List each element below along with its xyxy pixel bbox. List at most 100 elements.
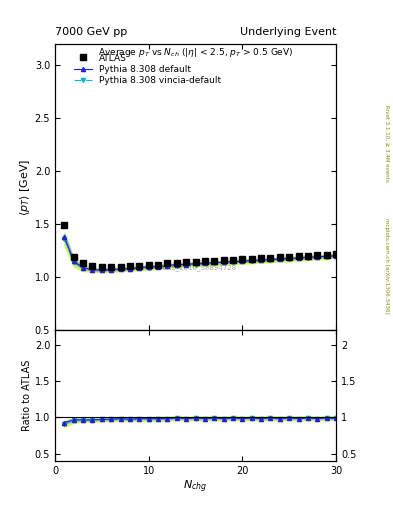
Pythia 8.308 default <box>156 264 160 270</box>
Pythia 8.308 vincia-default <box>99 267 104 273</box>
Pythia 8.308 vincia-default <box>259 257 263 263</box>
Pythia 8.308 default <box>90 267 95 273</box>
Pythia 8.308 default <box>137 265 142 271</box>
ATLAS <box>240 256 245 262</box>
Pythia 8.308 default <box>240 258 245 264</box>
Text: mcplots.cern.ch [arXiv:1306.3436]: mcplots.cern.ch [arXiv:1306.3436] <box>384 219 389 314</box>
ATLAS <box>221 257 226 263</box>
Y-axis label: Ratio to ATLAS: Ratio to ATLAS <box>22 360 32 431</box>
Pythia 8.308 vincia-default <box>128 266 132 272</box>
Pythia 8.308 vincia-default <box>137 265 142 271</box>
Pythia 8.308 default <box>296 255 301 261</box>
Pythia 8.308 vincia-default <box>90 267 95 273</box>
ATLAS <box>315 252 320 258</box>
Text: ATLAS_2010_S8894728: ATLAS_2010_S8894728 <box>154 264 237 271</box>
ATLAS <box>72 254 76 260</box>
ATLAS <box>174 261 179 267</box>
ATLAS <box>268 255 273 261</box>
X-axis label: $N_{chg}$: $N_{chg}$ <box>184 478 208 495</box>
ATLAS <box>128 263 132 269</box>
Pythia 8.308 vincia-default <box>268 257 273 263</box>
Pythia 8.308 vincia-default <box>118 266 123 272</box>
ATLAS <box>184 259 189 265</box>
Pythia 8.308 vincia-default <box>72 259 76 265</box>
Pythia 8.308 vincia-default <box>156 264 160 270</box>
Pythia 8.308 vincia-default <box>165 263 170 269</box>
ATLAS <box>165 261 170 267</box>
Pythia 8.308 vincia-default <box>315 254 320 260</box>
Pythia 8.308 default <box>268 256 273 262</box>
Text: 7000 GeV pp: 7000 GeV pp <box>55 27 127 37</box>
Pythia 8.308 vincia-default <box>287 256 292 262</box>
Pythia 8.308 vincia-default <box>212 261 217 267</box>
Pythia 8.308 default <box>62 234 67 240</box>
ATLAS <box>306 253 310 259</box>
Pythia 8.308 default <box>324 253 329 259</box>
ATLAS <box>324 252 329 258</box>
Line: Pythia 8.308 vincia-default: Pythia 8.308 vincia-default <box>62 237 338 272</box>
Text: Rivet 3.1.10, ≥ 3.4M events: Rivet 3.1.10, ≥ 3.4M events <box>384 105 389 182</box>
Pythia 8.308 default <box>81 265 86 271</box>
ATLAS <box>212 258 217 264</box>
Pythia 8.308 default <box>306 254 310 260</box>
ATLAS <box>277 254 282 260</box>
Pythia 8.308 vincia-default <box>221 259 226 265</box>
ATLAS <box>137 263 142 269</box>
Pythia 8.308 default <box>165 263 170 269</box>
ATLAS <box>109 264 114 270</box>
Text: Underlying Event: Underlying Event <box>239 27 336 37</box>
Pythia 8.308 default <box>193 261 198 267</box>
Pythia 8.308 default <box>259 257 263 263</box>
Pythia 8.308 vincia-default <box>306 255 310 261</box>
Pythia 8.308 vincia-default <box>277 256 282 262</box>
ATLAS <box>146 262 151 268</box>
Y-axis label: $\langle p_T \rangle$ [GeV]: $\langle p_T \rangle$ [GeV] <box>18 158 32 216</box>
ATLAS <box>250 256 254 262</box>
Pythia 8.308 default <box>202 261 207 267</box>
Pythia 8.308 default <box>212 259 217 265</box>
Pythia 8.308 vincia-default <box>334 252 338 258</box>
ATLAS <box>193 259 198 265</box>
ATLAS <box>62 222 67 228</box>
Pythia 8.308 default <box>315 254 320 260</box>
Pythia 8.308 default <box>174 262 179 268</box>
ATLAS <box>81 261 86 267</box>
ATLAS <box>259 255 263 261</box>
Pythia 8.308 default <box>231 258 235 264</box>
ATLAS <box>156 262 160 268</box>
Pythia 8.308 vincia-default <box>62 236 67 242</box>
ATLAS <box>99 264 104 270</box>
Pythia 8.308 vincia-default <box>174 263 179 269</box>
Pythia 8.308 default <box>109 267 114 273</box>
Pythia 8.308 vincia-default <box>231 259 235 265</box>
ATLAS <box>90 263 95 269</box>
Pythia 8.308 vincia-default <box>81 265 86 271</box>
Text: Average $p_T$ vs $N_{ch}$ ($|\eta|$ < 2.5, $p_T$ > 0.5 GeV): Average $p_T$ vs $N_{ch}$ ($|\eta|$ < 2.… <box>98 47 293 59</box>
Pythia 8.308 vincia-default <box>324 254 329 260</box>
Pythia 8.308 default <box>118 266 123 272</box>
Pythia 8.308 default <box>146 264 151 270</box>
ATLAS <box>202 258 207 264</box>
Line: ATLAS: ATLAS <box>62 222 339 269</box>
Pythia 8.308 default <box>184 262 189 268</box>
ATLAS <box>118 264 123 270</box>
Pythia 8.308 default <box>128 266 132 272</box>
Pythia 8.308 default <box>99 267 104 273</box>
Pythia 8.308 default <box>72 258 76 264</box>
ATLAS <box>296 253 301 259</box>
ATLAS <box>287 254 292 260</box>
Pythia 8.308 default <box>250 257 254 263</box>
Pythia 8.308 vincia-default <box>240 258 245 264</box>
Legend: ATLAS, Pythia 8.308 default, Pythia 8.308 vincia-default: ATLAS, Pythia 8.308 default, Pythia 8.30… <box>73 54 221 86</box>
Pythia 8.308 vincia-default <box>109 267 114 273</box>
Line: Pythia 8.308 default: Pythia 8.308 default <box>62 235 338 272</box>
Pythia 8.308 vincia-default <box>184 262 189 268</box>
Pythia 8.308 default <box>287 255 292 261</box>
ATLAS <box>231 257 235 263</box>
Pythia 8.308 vincia-default <box>193 262 198 268</box>
Pythia 8.308 vincia-default <box>250 258 254 264</box>
ATLAS <box>334 251 338 257</box>
Pythia 8.308 vincia-default <box>202 261 207 267</box>
Pythia 8.308 vincia-default <box>146 265 151 271</box>
Pythia 8.308 default <box>277 256 282 262</box>
